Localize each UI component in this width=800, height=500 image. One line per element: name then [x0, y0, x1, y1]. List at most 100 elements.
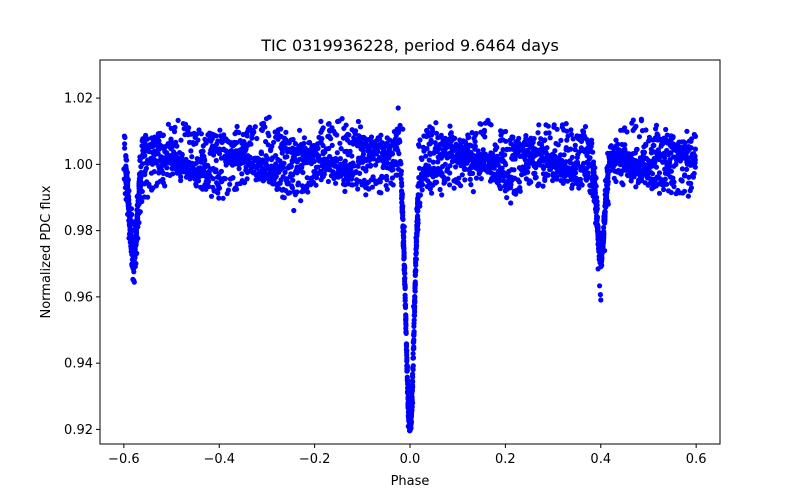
data-point: [346, 132, 352, 138]
data-point: [216, 195, 222, 201]
data-point: [641, 149, 648, 155]
data-point: [213, 157, 219, 164]
data-point: [123, 176, 129, 182]
data-point: [178, 137, 184, 143]
data-point: [434, 179, 440, 185]
data-point: [439, 170, 445, 177]
data-point: [573, 166, 579, 172]
data-point: [688, 185, 695, 191]
data-point: [403, 316, 409, 322]
data-point: [682, 172, 688, 178]
data-point: [399, 189, 405, 195]
data-point: [459, 172, 465, 178]
data-point: [504, 195, 510, 201]
data-point: [601, 228, 607, 234]
data-point: [491, 165, 497, 171]
data-point: [321, 171, 327, 177]
data-point: [193, 183, 199, 189]
data-point: [133, 227, 139, 234]
data-point: [400, 243, 406, 249]
data-point: [241, 180, 248, 186]
data-point: [419, 187, 425, 193]
data-point: [502, 152, 508, 158]
x-axis: −0.6 −0.4 −0.2 0.0 0.2 0.4 0.6: [108, 444, 706, 467]
data-point: [470, 189, 476, 195]
data-point: [401, 235, 407, 241]
y-tick-label: 0.96: [64, 290, 93, 305]
data-point: [405, 394, 411, 400]
data-point: [174, 143, 180, 149]
data-point: [126, 212, 132, 218]
data-point: [216, 185, 223, 191]
data-point: [596, 237, 602, 243]
y-axis: 0.92 0.94 0.96 0.98 1.00 1.02: [64, 92, 100, 438]
data-point: [413, 251, 419, 257]
data-point: [258, 150, 265, 157]
x-tick-label: −0.4: [203, 452, 235, 467]
data-point: [298, 198, 304, 204]
data-point: [124, 157, 130, 163]
data-point: [384, 186, 390, 192]
data-point: [445, 176, 451, 182]
data-point: [555, 142, 561, 148]
data-point: [210, 176, 216, 182]
data-point: [206, 183, 212, 190]
data-point: [198, 131, 204, 137]
data-point: [357, 170, 363, 176]
data-point: [590, 164, 596, 170]
data-point: [233, 186, 240, 192]
data-point: [679, 178, 685, 184]
data-point: [398, 161, 404, 167]
data-point: [343, 122, 349, 128]
data-point: [482, 134, 488, 140]
data-point: [664, 132, 670, 138]
data-point: [160, 132, 166, 138]
data-point: [404, 363, 410, 370]
data-point: [649, 171, 656, 177]
data-point: [447, 163, 453, 169]
data-point: [481, 127, 487, 133]
data-point: [375, 148, 381, 154]
data-point: [367, 163, 373, 169]
data-point: [129, 251, 135, 258]
data-point: [415, 213, 421, 219]
data-point: [666, 164, 672, 170]
data-point: [595, 228, 601, 234]
data-point: [410, 365, 416, 371]
data-point: [403, 312, 409, 318]
data-point: [415, 208, 421, 214]
data-point: [390, 166, 396, 172]
data-point: [305, 189, 311, 195]
data-point: [563, 159, 569, 165]
data-point: [452, 135, 458, 141]
data-point: [138, 164, 144, 170]
data-point: [222, 176, 228, 182]
data-point: [165, 121, 171, 127]
data-point: [414, 230, 420, 236]
data-point: [156, 138, 162, 144]
data-point: [264, 155, 270, 161]
data-point: [597, 292, 604, 298]
data-point: [168, 138, 174, 144]
data-point: [630, 117, 636, 123]
data-point: [408, 408, 415, 415]
data-point: [602, 203, 608, 209]
data-point: [525, 164, 531, 170]
data-point: [613, 178, 619, 185]
data-point: [403, 322, 409, 328]
data-point: [290, 136, 296, 143]
data-point: [244, 133, 250, 139]
data-point: [653, 164, 660, 170]
data-point: [404, 378, 411, 384]
data-point: [579, 182, 585, 188]
y-tick-label: 1.02: [64, 92, 93, 107]
data-point: [412, 294, 418, 301]
data-points: [121, 105, 699, 434]
data-point: [426, 157, 432, 163]
data-point: [398, 168, 404, 174]
data-point: [453, 164, 459, 170]
data-point: [155, 151, 161, 157]
data-point: [692, 160, 698, 166]
data-point: [405, 389, 411, 396]
data-point: [536, 181, 542, 187]
